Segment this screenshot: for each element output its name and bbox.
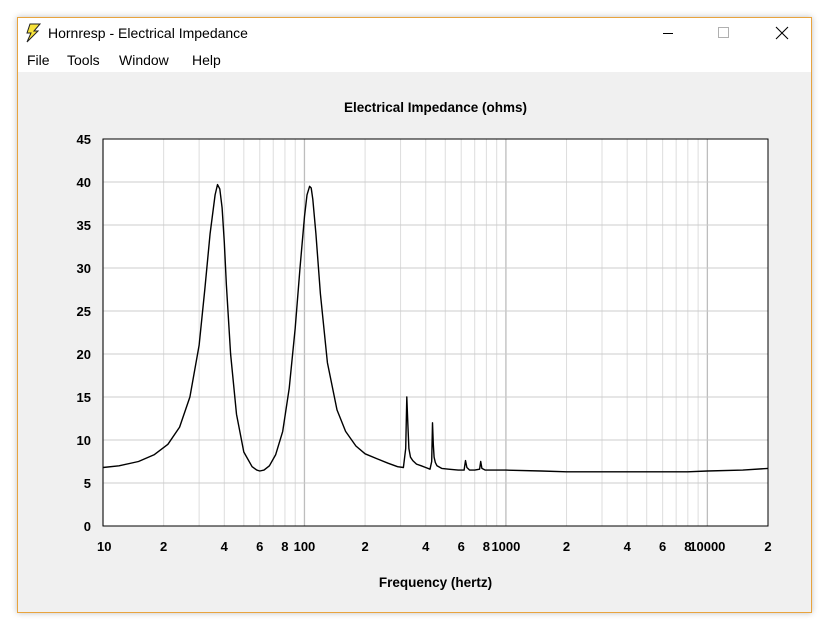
close-button[interactable] [759, 18, 805, 48]
x-tick-label: 2 [764, 539, 771, 554]
y-tick-label: 20 [77, 347, 91, 362]
window-title: Hornresp - Electrical Impedance [48, 25, 248, 41]
y-tick-label: 0 [84, 519, 91, 534]
maximize-icon [718, 27, 729, 38]
chart-title: Electrical Impedance (ohms) [344, 100, 527, 115]
x-tick-label: 1000 [491, 539, 520, 554]
x-tick-label: 2 [563, 539, 570, 554]
menu-window[interactable]: Window [119, 52, 169, 68]
x-tick-label: 4 [221, 539, 229, 554]
y-tick-label: 35 [77, 218, 91, 233]
x-tick-label: 8 [281, 539, 288, 554]
x-tick-label: 6 [659, 539, 666, 554]
x-tick-label: 100 [294, 539, 316, 554]
close-icon [775, 26, 789, 40]
x-tick-label: 8 [483, 539, 490, 554]
x-axis-label: Frequency (hertz) [379, 575, 492, 590]
y-tick-label: 5 [84, 476, 91, 491]
minimize-button[interactable] [645, 18, 691, 48]
x-tick-label: 2 [361, 539, 368, 554]
menu-file[interactable]: File [27, 52, 50, 68]
menu-bar: File Tools Window Help [18, 48, 811, 72]
y-tick-label: 40 [77, 175, 91, 190]
x-tick-label: 6 [256, 539, 263, 554]
x-tick-label: 4 [624, 539, 632, 554]
x-tick-label: 8 [684, 539, 691, 554]
minimize-icon [663, 33, 673, 34]
x-tick-label: 10 [97, 539, 111, 554]
y-tick-label: 10 [77, 433, 91, 448]
maximize-button[interactable] [701, 18, 747, 48]
y-tick-label: 25 [77, 304, 91, 319]
plot-area [103, 139, 768, 526]
plot-frame [102, 138, 769, 527]
app-window: Hornresp - Electrical Impedance File Too… [17, 17, 812, 613]
y-tick-label: 30 [77, 261, 91, 276]
x-tick-label: 2 [160, 539, 167, 554]
x-tick-label: 6 [458, 539, 465, 554]
y-tick-label: 15 [77, 390, 91, 405]
menu-help[interactable]: Help [192, 52, 221, 68]
x-tick-label: 4 [422, 539, 430, 554]
impedance-curve [102, 183, 769, 473]
menu-tools[interactable]: Tools [67, 52, 100, 68]
lightning-bolt-icon [26, 23, 42, 43]
title-bar[interactable]: Hornresp - Electrical Impedance [18, 18, 811, 48]
y-tick-label: 45 [77, 132, 91, 147]
x-tick-label: 10000 [689, 539, 725, 554]
